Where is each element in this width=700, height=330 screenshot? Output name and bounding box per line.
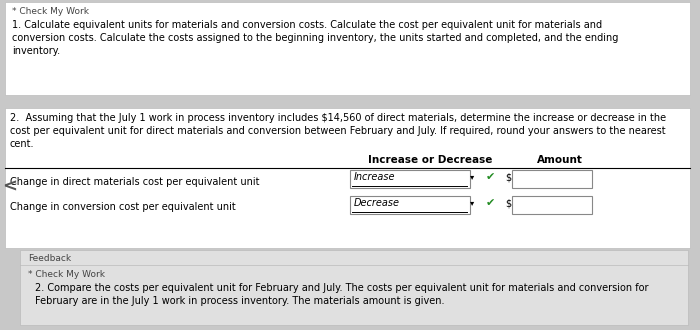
Text: cent.: cent. xyxy=(10,139,34,149)
Text: * Check My Work: * Check My Work xyxy=(12,7,89,16)
Text: Decrease: Decrease xyxy=(354,198,400,208)
Text: 2.  Assuming that the July 1 work in process inventory includes $14,560 of direc: 2. Assuming that the July 1 work in proc… xyxy=(10,113,666,123)
Text: Change in direct materials cost per equivalent unit: Change in direct materials cost per equi… xyxy=(10,177,260,187)
FancyBboxPatch shape xyxy=(512,196,592,214)
Text: ▾: ▾ xyxy=(470,198,475,207)
Text: 1. Calculate equivalent units for materials and conversion costs. Calculate the : 1. Calculate equivalent units for materi… xyxy=(12,20,602,30)
FancyBboxPatch shape xyxy=(5,2,690,95)
Text: Amount: Amount xyxy=(537,155,583,165)
Text: Increase or Decrease: Increase or Decrease xyxy=(368,155,492,165)
FancyBboxPatch shape xyxy=(350,170,470,188)
Text: ✔: ✔ xyxy=(486,172,496,182)
FancyBboxPatch shape xyxy=(20,250,688,325)
Text: Change in conversion cost per equivalent unit: Change in conversion cost per equivalent… xyxy=(10,202,236,212)
Text: ✔: ✔ xyxy=(486,198,496,208)
Text: February are in the July 1 work in process inventory. The materials amount is gi: February are in the July 1 work in proce… xyxy=(35,296,444,306)
Text: $: $ xyxy=(505,198,511,208)
Text: * Check My Work: * Check My Work xyxy=(28,270,105,279)
Text: cost per equivalent unit for direct materials and conversion between February an: cost per equivalent unit for direct mate… xyxy=(10,126,666,136)
Text: conversion costs. Calculate the costs assigned to the beginning inventory, the u: conversion costs. Calculate the costs as… xyxy=(12,33,618,43)
Text: 2. Compare the costs per equivalent unit for February and July. The costs per eq: 2. Compare the costs per equivalent unit… xyxy=(35,283,648,293)
FancyBboxPatch shape xyxy=(5,108,690,248)
Text: inventory.: inventory. xyxy=(12,46,60,56)
FancyBboxPatch shape xyxy=(512,170,592,188)
Text: ▾: ▾ xyxy=(470,172,475,181)
Text: $: $ xyxy=(505,172,511,182)
Text: Feedback: Feedback xyxy=(28,254,71,263)
Text: <: < xyxy=(2,178,17,196)
Text: Increase: Increase xyxy=(354,172,395,182)
FancyBboxPatch shape xyxy=(350,196,470,214)
